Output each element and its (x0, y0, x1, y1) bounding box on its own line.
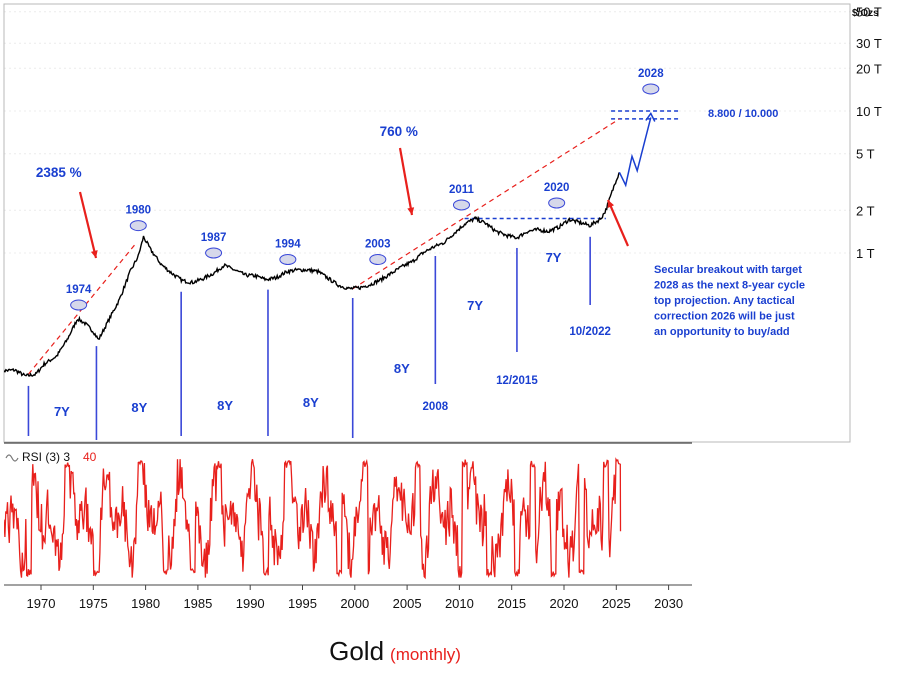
horizontal-levels: 8.800 / 10.000 (464, 108, 778, 220)
cycle-top-label-2003: 2003 (365, 238, 391, 250)
cycle-low-label-7: 10/2022 (569, 326, 611, 338)
cycle-length-label-1: 8Y (131, 400, 147, 415)
arrow-shaft-2 (606, 199, 630, 247)
cycle-low-label-6: 12/2015 (496, 375, 538, 387)
cycle-top-marker-1974 (70, 299, 88, 311)
annotation-arrows: Secular breakout with target 2028 as the … (78, 147, 805, 338)
y-tick-label-1: 2 T (856, 203, 875, 218)
cycle-length-label-5: 7Y (467, 298, 483, 313)
percent-label-0: 2385 % (36, 165, 82, 180)
cycle-labels: 7Y 8Y 8Y 8Y 8Y 7Y 7Y 2385 % 760 % (36, 124, 562, 419)
y-tick-label-6: 50 T (856, 5, 882, 20)
x-tick-label-11: 2025 (602, 596, 631, 611)
percent-label-1: 760 % (380, 124, 418, 139)
projection-path (618, 112, 656, 188)
cycle-length-label-6: 7Y (546, 250, 562, 265)
cycle-top-marker-2003 (369, 253, 387, 265)
cycle-length-label-3: 8Y (303, 395, 319, 410)
rsi-line (4, 457, 622, 580)
x-tick-label-1: 1975 (79, 596, 108, 611)
y-tick-label-5: 30 T (856, 36, 882, 51)
x-tick-label-2: 1980 (131, 596, 160, 611)
x-tick-label-7: 2005 (393, 596, 422, 611)
chart-caption: Gold (monthly) (0, 636, 790, 667)
arrow-shaft-1 (398, 147, 414, 216)
caption-title: Gold (329, 636, 385, 666)
cycle-top-label-2028: 2028 (638, 68, 664, 80)
price-line (4, 172, 621, 377)
level-label: 8.800 / 10.000 (708, 108, 778, 120)
cycle-top-marker-1994 (279, 253, 297, 265)
cycle-length-label-2: 8Y (217, 398, 233, 413)
x-tick-label-0: 1970 (27, 596, 56, 611)
caption-subtitle: (monthly) (390, 645, 461, 664)
cycle-top-label-2020: 2020 (544, 182, 570, 194)
cycle-top-label-2011: 2011 (449, 184, 475, 196)
cycle-top-marker-1987 (205, 247, 223, 259)
cycle-low-label-5: 2008 (423, 401, 449, 413)
cycle-low-markers: 2008 12/2015 10/2022 (27, 236, 611, 440)
trendline-1 (352, 118, 620, 290)
cycle-top-label-1994: 1994 (275, 238, 301, 250)
cycle-top-label-1980: 1980 (125, 205, 151, 217)
rsi-wave-icon (5, 454, 19, 462)
x-tick-label-5: 1995 (288, 596, 317, 611)
y-tick-label-2: 5 T (856, 147, 875, 162)
y-tick-label-0: 1 T (856, 246, 875, 261)
annotation-line-4: an opportunity to buy/add (654, 326, 790, 338)
cycle-top-marker-2028 (642, 83, 660, 95)
trendlines (27, 118, 620, 375)
cycle-length-label-4: 8Y (394, 361, 410, 376)
arrow-shaft-0 (78, 191, 98, 259)
price-series (4, 172, 621, 377)
y-axis: $/Ozs 1 T 2 T 5 T 10 T 20 T 30 T 50 T (852, 5, 882, 261)
x-tick-label-3: 1985 (183, 596, 212, 611)
y-unit-label: $/Ozs (852, 8, 879, 19)
cycle-top-marker-2011 (452, 199, 470, 211)
annotation-line-3: correction 2026 will be just (654, 311, 795, 323)
arrow-head-1 (407, 207, 415, 215)
cycle-top-marker-1980 (129, 220, 147, 232)
cycle-top-label-1987: 1987 (201, 232, 227, 244)
annotation-line-1: 2028 as the next 8-year cycle (654, 280, 805, 292)
y-tick-label-3: 10 T (856, 104, 882, 119)
rsi-value: 40 (83, 450, 97, 464)
x-tick-label-6: 2000 (340, 596, 369, 611)
cycle-top-markers: 1974 1980 1987 1994 2003 2011 2020 2028 (66, 68, 664, 311)
x-tick-label-9: 2015 (497, 596, 526, 611)
x-tick-label-4: 1990 (236, 596, 265, 611)
cycle-top-marker-2020 (548, 197, 566, 209)
arrow-head-2 (607, 200, 615, 208)
rsi-legend: RSI (3) 3 40 (5, 450, 97, 464)
rsi-label: RSI (3) 3 (22, 450, 70, 464)
annotation-line-2: top projection. Any tactical (654, 295, 795, 307)
x-tick-label-12: 2030 (654, 596, 683, 611)
cycle-length-label-0: 7Y (54, 404, 70, 419)
projection-arrowhead (645, 112, 656, 122)
arrow-head-0 (90, 250, 98, 258)
rsi-panel (4, 457, 622, 580)
price-panel-frame (3, 3, 851, 443)
chart-frames (3, 3, 851, 586)
annotation-line-0: Secular breakout with target (654, 264, 802, 276)
grid (4, 11, 850, 254)
x-tick-label-10: 2020 (550, 596, 579, 611)
projection-line (618, 117, 652, 188)
x-axis: 1970 1975 1980 1985 1990 1995 2000 2005 2010 2015… (27, 585, 683, 611)
cycle-top-label-1974: 1974 (66, 284, 92, 296)
y-tick-label-4: 20 T (856, 61, 882, 76)
x-tick-label-8: 2010 (445, 596, 474, 611)
